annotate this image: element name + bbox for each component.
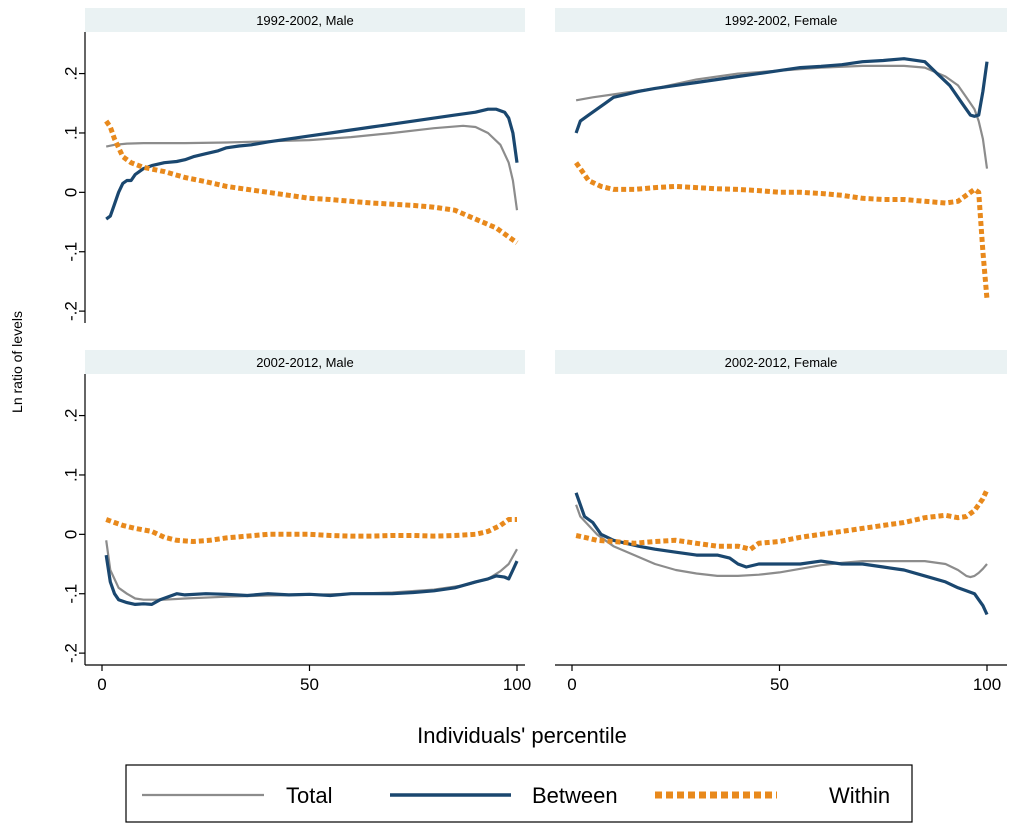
panel-4: 2002-2012, Female [555, 350, 1007, 616]
panel-3-x-axis: 0 50 100 [85, 664, 531, 694]
y-axis-title: Ln ratio of levels [9, 311, 25, 413]
panel-3-title: 2002-2012, Male [256, 355, 354, 370]
panel-2: 1992-2002, Female [555, 8, 1007, 300]
legend-box [125, 764, 913, 823]
panel-2-series-between [574, 57, 989, 134]
panel-1-y-tick-label: 0 [62, 188, 81, 197]
legend-between-label: Between [532, 783, 618, 808]
panel-3-y-tick-label: 0 [62, 530, 81, 539]
panel-3-x-tick-label: 50 [300, 675, 319, 694]
legend-within-label: Within [829, 783, 890, 808]
chart-panels: 1992-2002, Male 1992-2002, Female 2002-201… [85, 8, 1007, 616]
panel-3-y-axis: -.2 -.1 0 .1 .2 [62, 374, 86, 665]
panel-4-series-total [575, 504, 988, 579]
panel-2-series-within [574, 161, 990, 300]
panel-2-title: 1992-2002, Female [725, 13, 838, 28]
panel-4-x-tick-label: 100 [973, 675, 1001, 694]
panel-3-series-total [105, 540, 518, 601]
legend: Total Between Within [125, 764, 913, 823]
panel-4-series-between [574, 492, 989, 616]
panel-3-y-tick-label: -.2 [62, 643, 81, 663]
panel-3-strip [85, 350, 525, 374]
panel-1-y-tick-label: .2 [62, 66, 81, 80]
legend-total-label: Total [286, 783, 332, 808]
panel-2-series-total [575, 64, 989, 169]
panel-1-y-tick-label: -.2 [62, 301, 81, 321]
x-axes: 0 50 100 0 50 100 [85, 664, 1007, 694]
panel-3-y-tick-label: .1 [62, 468, 81, 482]
panel-3-series-between [104, 554, 519, 606]
panel-1-y-tick-label: -.1 [62, 242, 81, 262]
panel-4-x-tick-label: 0 [567, 675, 576, 694]
panel-4-x-axis: 0 50 100 [555, 664, 1007, 694]
panel-1-series-within [104, 119, 519, 245]
panel-1-y-axis: -.2 -.1 0 .1 .2 [62, 32, 86, 323]
panel-3-series-within [105, 517, 517, 544]
panel-3-y-tick-label: .2 [62, 408, 81, 422]
panel-3-y-tick-label: -.1 [62, 584, 81, 604]
panel-4-series-within [575, 488, 990, 552]
panel-1-series-between [105, 107, 519, 221]
panel-1-strip [85, 8, 525, 32]
panel-3: 2002-2012, Male [85, 350, 525, 606]
panel-3-x-tick-label: 0 [97, 675, 106, 694]
panel-1: 1992-2002, Male [85, 8, 525, 245]
x-axis-title: Individuals' percentile [417, 723, 627, 748]
y-axes: -.2 -.1 0 .1 .2 -.2 -.1 0 .1 .2 [62, 32, 86, 665]
panel-2-strip [555, 8, 1007, 32]
panel-4-title: 2002-2012, Female [725, 355, 838, 370]
panel-1-y-tick-label: .1 [62, 126, 81, 140]
panel-4-strip [555, 350, 1007, 374]
panel-1-title: 1992-2002, Male [256, 13, 354, 28]
panel-4-x-tick-label: 50 [770, 675, 789, 694]
panel-3-x-tick-label: 100 [503, 675, 531, 694]
panel-1-series-total [105, 124, 519, 211]
